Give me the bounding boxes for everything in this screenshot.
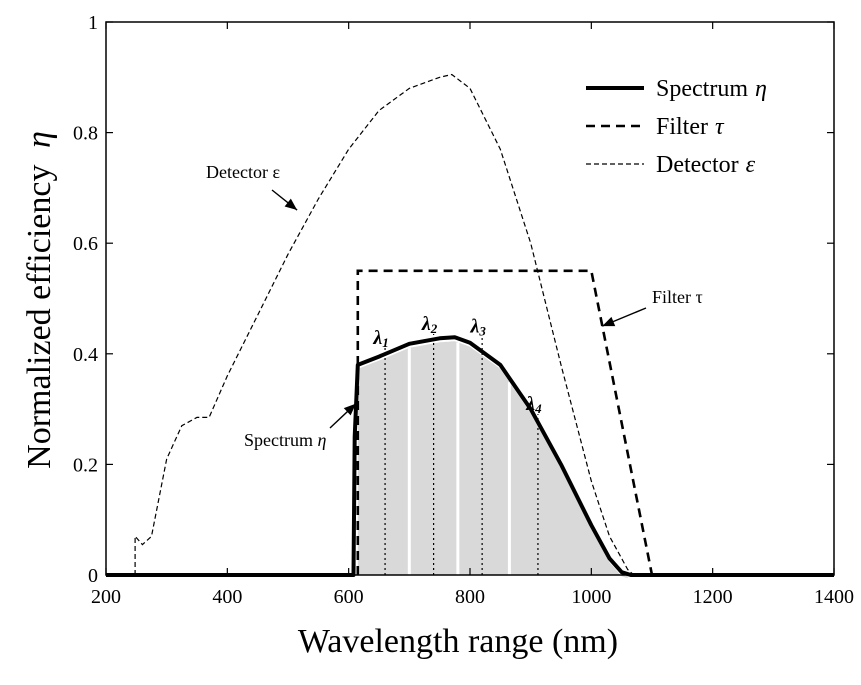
x-tick-label-200: 200 xyxy=(91,586,121,608)
y-tick-label-0.2: 0.2 xyxy=(73,454,98,476)
annotations: Detector ε Filter τ Spectrum η xyxy=(206,162,703,450)
x-tick-label-400: 400 xyxy=(212,586,242,608)
filter-annotation-arrow-head xyxy=(602,316,616,327)
detector-annotation-arrow-head xyxy=(284,198,298,211)
legend-detector-label: Detector ε xyxy=(656,152,756,178)
filter-annotation-label: Filter τ xyxy=(652,287,703,307)
y-tick-label-0.6: 0.6 xyxy=(73,233,98,255)
series-filter-line xyxy=(356,269,654,576)
x-axis-label: Wavelength range (nm) xyxy=(298,623,618,660)
lambda-1-label: λ1 xyxy=(372,327,388,350)
legend-filter-label: Filter τ xyxy=(656,114,725,140)
x-tick-label-600: 600 xyxy=(334,586,364,608)
spectrum-annotation-arrow-head xyxy=(343,403,356,416)
legend: Spectrum η Filter τ Detector ε xyxy=(586,76,767,178)
spectrum-shaded-area xyxy=(357,341,628,579)
x-tick-label-800: 800 xyxy=(455,586,485,608)
y-tick-label-0.8: 0.8 xyxy=(73,123,98,145)
lambda-4-label: λ4 xyxy=(525,393,542,416)
y-tick-label-1: 1 xyxy=(88,12,98,34)
y-axis-label-symbol: η xyxy=(21,131,58,148)
series-detector-line xyxy=(134,73,635,576)
y-axis-label-text: Normalized efficiency xyxy=(21,165,58,469)
legend-spectrum-label: Spectrum η xyxy=(656,76,767,102)
lambda-3-label: λ3 xyxy=(469,316,486,339)
wavelength-markers: λ1 λ2 λ3 λ4 xyxy=(372,313,542,575)
spectrum-annotation-label: Spectrum η xyxy=(244,430,327,450)
shaded-area-fill xyxy=(357,341,628,579)
y-tick-label-0: 0 xyxy=(88,565,98,587)
series-spectrum-line xyxy=(106,335,834,577)
y-tick-label-0.4: 0.4 xyxy=(73,344,98,366)
detector-annotation-label: Detector ε xyxy=(206,162,280,182)
x-tick-label-1000: 1000 xyxy=(571,586,611,608)
y-axis-label: Normalized efficiency η xyxy=(21,131,58,469)
x-tick-label-1400: 1400 xyxy=(814,586,854,608)
lambda-2-label: λ2 xyxy=(421,313,438,336)
series-group xyxy=(106,73,834,577)
axes: 200 400 600 800 1000 1200 1400 0 0.2 0.4 0.6 0.8 1 xyxy=(73,12,854,608)
x-tick-label-1200: 1200 xyxy=(693,586,733,608)
